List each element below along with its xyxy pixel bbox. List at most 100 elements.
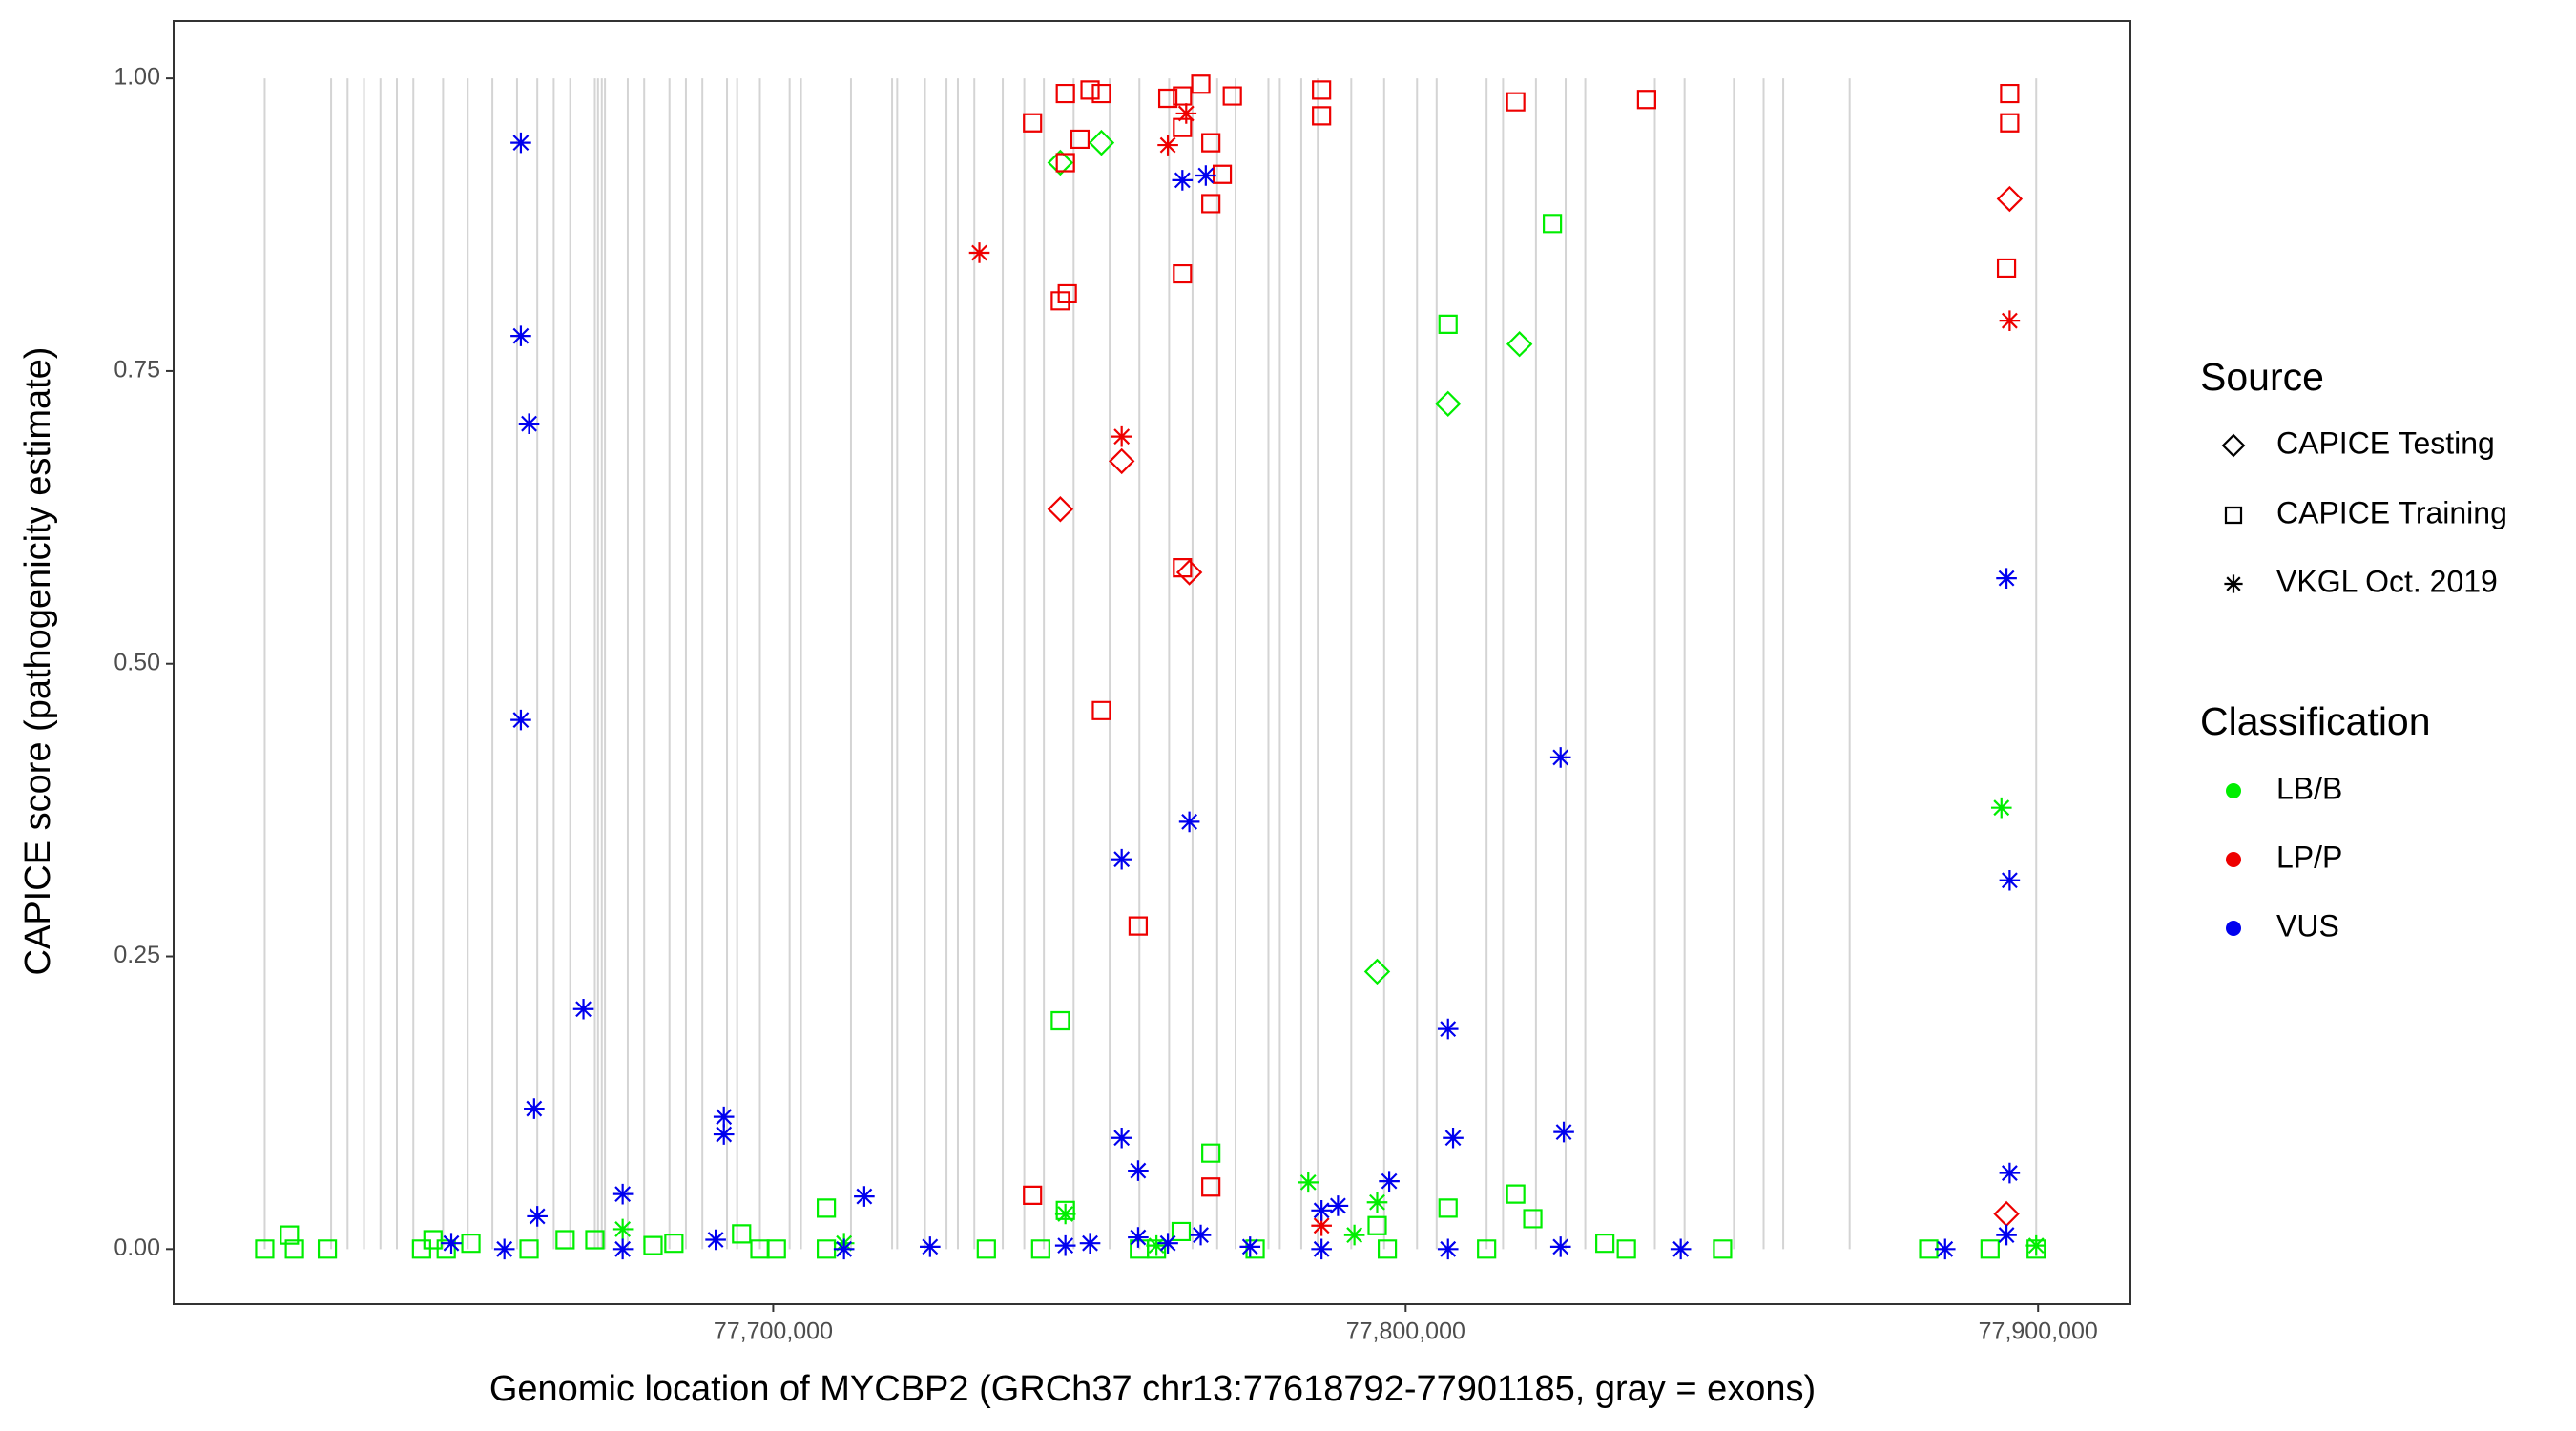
data-point: [510, 709, 531, 731]
data-point: [1438, 314, 1458, 334]
data-point: [1091, 83, 1111, 104]
data-point: [1239, 1236, 1261, 1257]
data-point: [968, 242, 990, 263]
y-tick-label: 0.25: [114, 942, 160, 968]
data-point: [255, 1239, 275, 1259]
data-point: [1050, 1010, 1070, 1031]
data-point: [1201, 133, 1221, 153]
data-point: [1298, 1172, 1319, 1193]
data-point: [1553, 1121, 1574, 1143]
data-point: [1670, 1238, 1692, 1260]
data-point: [1996, 185, 2024, 213]
data-point: [1311, 1200, 1332, 1221]
data-point: [1919, 1239, 1939, 1259]
data-point: [1437, 1018, 1459, 1040]
legend-label: LP/P: [2276, 840, 2342, 874]
data-point: [1996, 1224, 2017, 1246]
data-point: [1980, 1239, 2000, 1259]
data-point: [1201, 1143, 1221, 1163]
data-point: [643, 1235, 663, 1255]
data-point: [1367, 1215, 1387, 1235]
data-point: [1212, 164, 1233, 184]
legend-label: VKGL Oct. 2019: [2276, 564, 2498, 598]
data-point: [1506, 330, 1533, 358]
data-point: [732, 1224, 752, 1244]
data-point: [1023, 113, 1043, 133]
data-point: [854, 1186, 875, 1207]
data-point: [920, 1236, 941, 1257]
data-point: [1128, 1160, 1149, 1181]
data-point: [1175, 103, 1197, 124]
data-point: [1245, 1239, 1265, 1259]
data-point: [1128, 1227, 1149, 1248]
data-point: [1999, 310, 2021, 331]
data-point: [612, 1238, 634, 1260]
legend-symbol: [2226, 921, 2241, 936]
legend-title: Source: [2200, 355, 2324, 399]
data-point: [1050, 291, 1070, 311]
data-point: [1054, 1203, 1076, 1225]
data-point: [1157, 1233, 1178, 1254]
data-point: [555, 1230, 575, 1250]
data-point: [1111, 1127, 1132, 1149]
data-point: [1088, 129, 1115, 156]
legend-title: Classification: [2200, 699, 2431, 743]
data-point: [1999, 869, 2021, 891]
data-point: [1999, 1162, 2021, 1184]
legend-label: CAPICE Testing: [2276, 425, 2495, 460]
data-point: [1108, 447, 1135, 475]
data-point: [1435, 390, 1462, 417]
data-point: [1030, 1239, 1050, 1259]
data-point: [441, 1233, 462, 1254]
data-point: [1378, 1239, 1398, 1259]
data-point: [1543, 214, 1563, 234]
data-point: [1549, 747, 1571, 768]
data-point: [1047, 149, 1074, 176]
data-point: [1128, 916, 1149, 936]
data-point: [766, 1239, 786, 1259]
y-tick-label: 0.00: [114, 1234, 160, 1261]
data-point: [1636, 90, 1656, 110]
data-point: [510, 325, 531, 346]
data-point: [2000, 83, 2020, 104]
data-point: [1363, 958, 1391, 985]
x-tick-label: 77,800,000: [1346, 1318, 1465, 1345]
data-point: [1506, 1184, 1526, 1204]
legend-symbol: [2224, 506, 2243, 525]
data-point: [1343, 1224, 1365, 1246]
x-axis-title: Genomic location of MYCBP2 (GRCh37 chr13…: [489, 1369, 1816, 1409]
legend-symbol: [2226, 783, 2241, 798]
data-point: [1190, 1224, 1212, 1246]
data-point: [1023, 1185, 1043, 1205]
data-point: [833, 1238, 855, 1260]
legend-symbol: [2226, 852, 2241, 867]
data-point: [284, 1239, 304, 1259]
data-point: [1201, 1177, 1221, 1197]
data-point: [1091, 700, 1111, 720]
data-point: [713, 1106, 735, 1128]
data-point: [510, 132, 531, 154]
data-point: [612, 1183, 634, 1205]
data-point: [1080, 80, 1100, 100]
data-point: [1438, 1198, 1458, 1218]
plot-border: [173, 20, 2131, 1305]
data-point: [1070, 129, 1091, 150]
data-point: [1437, 1238, 1459, 1260]
data-point: [1172, 170, 1194, 191]
data-point: [1506, 92, 1526, 112]
data-point: [1111, 425, 1132, 447]
data-point: [1990, 797, 2012, 819]
data-point: [1175, 559, 1203, 586]
y-tick-label: 0.75: [114, 357, 160, 384]
data-point: [518, 413, 540, 434]
data-point: [572, 998, 594, 1020]
data-point: [2026, 1239, 2046, 1259]
data-point: [1178, 811, 1200, 833]
data-point: [1173, 263, 1193, 284]
data-point: [1327, 1195, 1349, 1216]
data-point: [2025, 1234, 2047, 1256]
data-point: [461, 1234, 481, 1254]
data-point: [2000, 113, 2020, 133]
